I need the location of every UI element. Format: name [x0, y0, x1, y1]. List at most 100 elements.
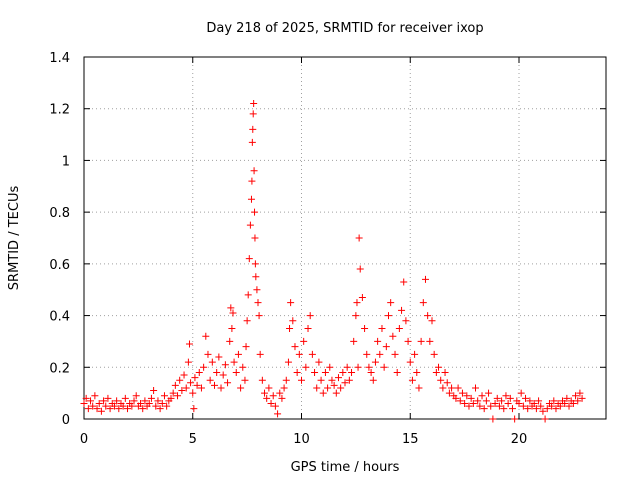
- data-point: [358, 293, 366, 301]
- data-point: [251, 208, 259, 216]
- data-point: [287, 299, 295, 307]
- data-point: [121, 394, 129, 402]
- data-point: [448, 384, 456, 392]
- data-point: [289, 317, 297, 325]
- data-point: [302, 363, 310, 371]
- data-point: [284, 358, 292, 366]
- data-point: [254, 299, 262, 307]
- data-point: [234, 350, 242, 358]
- y-axis-label: SRMTID / TECUs: [7, 186, 22, 291]
- data-point: [341, 379, 349, 387]
- data-point: [439, 384, 447, 392]
- data-point: [456, 397, 464, 405]
- data-point: [441, 368, 449, 376]
- data-point: [391, 350, 399, 358]
- axis-ticks: 0 0.2 0.4 0.6 0.8 1 1.2 1.4 0 5 10 15 20: [49, 51, 606, 447]
- data-point: [206, 376, 214, 384]
- data-point: [374, 337, 382, 345]
- data-point: [404, 337, 412, 345]
- data-point: [91, 392, 99, 400]
- data-point: [398, 306, 406, 314]
- data-point: [104, 394, 112, 402]
- data-point: [380, 363, 388, 371]
- data-point: [248, 138, 256, 146]
- data-point: [419, 299, 427, 307]
- data-point: [219, 371, 227, 379]
- data-point: [574, 397, 582, 405]
- data-point: [253, 286, 261, 294]
- data-point: [371, 358, 379, 366]
- data-point: [169, 389, 177, 397]
- data-point: [400, 278, 408, 286]
- data-point: [258, 376, 266, 384]
- data-point: [252, 273, 260, 281]
- data-point: [443, 379, 451, 387]
- data-point: [552, 405, 560, 413]
- data-point: [304, 325, 312, 332]
- data-point: [578, 394, 586, 402]
- data-point: [430, 350, 438, 358]
- data-point: [517, 389, 525, 397]
- data-point: [191, 374, 199, 382]
- data-point: [80, 399, 88, 407]
- data-point: [437, 376, 445, 384]
- data-point: [128, 402, 136, 410]
- data-point: [502, 392, 510, 400]
- x-tick-label: 10: [293, 432, 310, 447]
- data-point: [251, 260, 259, 268]
- data-point: [500, 405, 508, 413]
- x-axis-label: GPS time / hours: [291, 460, 400, 475]
- data-point: [485, 389, 493, 397]
- data-point: [124, 405, 131, 413]
- data-point: [474, 397, 482, 405]
- data-point: [167, 394, 175, 402]
- data-point: [244, 291, 252, 299]
- data-point: [535, 397, 543, 405]
- data-point: [237, 384, 245, 392]
- data-point: [248, 177, 256, 185]
- data-point: [313, 384, 321, 392]
- data-point: [541, 415, 549, 423]
- data-point: [246, 221, 254, 229]
- data-point: [226, 337, 234, 345]
- data-point: [197, 384, 205, 392]
- data-point: [97, 407, 105, 415]
- data-point: [95, 399, 103, 407]
- data-point: [506, 394, 514, 402]
- data-point: [328, 376, 336, 384]
- data-point: [293, 368, 301, 376]
- data-point: [145, 399, 153, 407]
- data-point: [282, 376, 290, 384]
- data-point: [182, 384, 190, 392]
- data-point: [102, 402, 110, 410]
- data-point: [156, 405, 164, 413]
- data-point: [324, 384, 332, 392]
- data-point: [147, 394, 155, 402]
- data-point: [317, 376, 325, 384]
- data-point: [137, 399, 145, 407]
- data-point: [511, 415, 519, 423]
- data-point: [306, 312, 314, 320]
- data-point: [174, 392, 182, 400]
- data-point: [255, 312, 263, 320]
- y-tick-label: 0.8: [49, 206, 70, 221]
- data-point: [353, 299, 361, 307]
- data-point: [489, 415, 497, 423]
- y-tick-label: 0.2: [49, 361, 70, 376]
- data-point: [251, 234, 259, 242]
- data-point: [348, 368, 356, 376]
- data-point: [350, 337, 358, 345]
- data-point: [339, 368, 347, 376]
- data-point: [150, 387, 158, 395]
- data-point: [82, 394, 90, 402]
- data-point: [158, 399, 166, 407]
- data-point: [189, 389, 197, 397]
- data-point: [424, 312, 432, 320]
- data-point: [415, 384, 423, 392]
- data-point: [515, 399, 523, 407]
- data-point: [271, 402, 279, 410]
- data-point: [163, 402, 171, 410]
- data-point: [250, 100, 258, 108]
